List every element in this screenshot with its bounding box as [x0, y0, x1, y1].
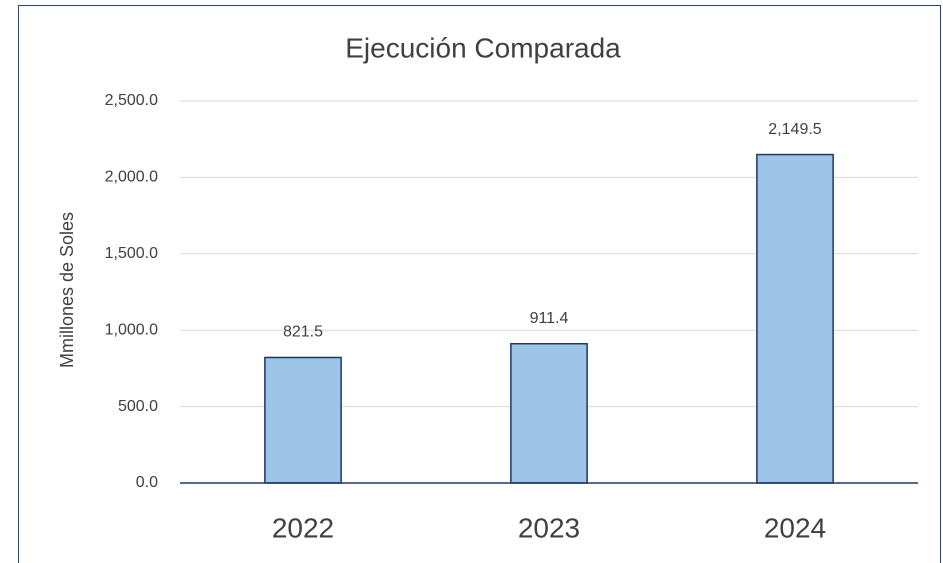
chart-title: Ejecución Comparada [345, 32, 621, 63]
y-tick-label: 0.0 [136, 474, 158, 491]
y-tick-label: 2,000.0 [105, 169, 158, 186]
data-label: 911.4 [530, 310, 569, 327]
x-tick-label: 2024 [764, 512, 826, 543]
bar [510, 342, 588, 484]
x-tick-label: 2023 [518, 512, 580, 543]
y-tick-label: 500.0 [118, 398, 158, 415]
x-tick-label: 2022 [272, 512, 334, 543]
data-label: 2,149.5 [768, 121, 821, 138]
bar [756, 153, 834, 484]
y-axis-label: Mmillones de Soles [57, 212, 77, 368]
y-tick-label: 2,500.0 [105, 92, 158, 109]
data-label: 821.5 [283, 324, 323, 341]
bar [264, 356, 342, 484]
y-tick-label: 1,000.0 [105, 321, 158, 338]
y-tick-label: 1,500.0 [105, 245, 158, 262]
